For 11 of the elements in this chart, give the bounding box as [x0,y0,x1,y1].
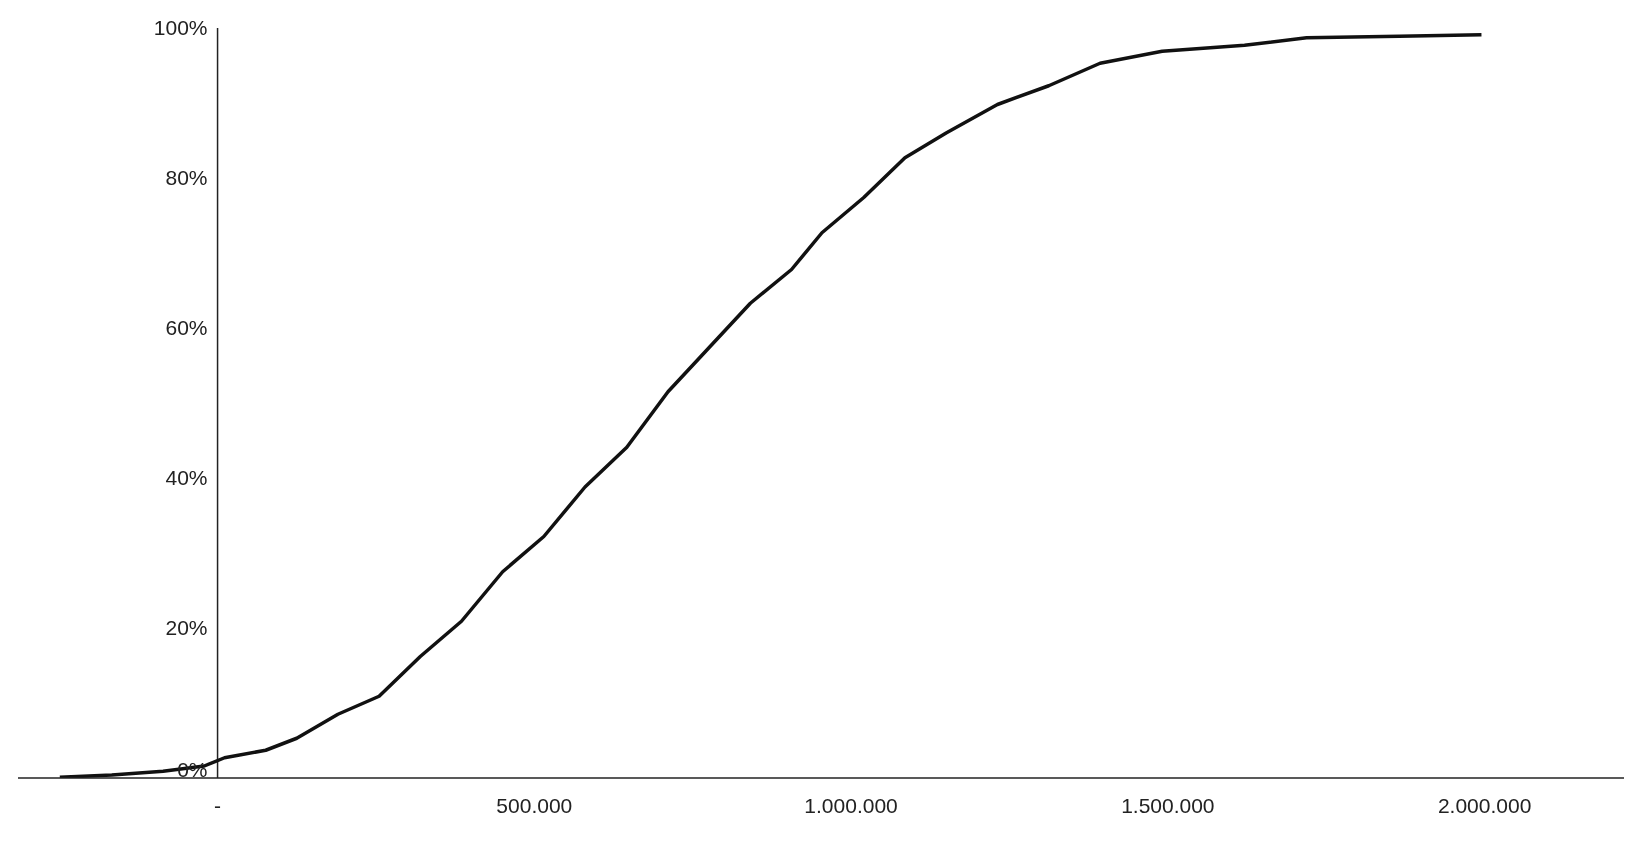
x-tick-label: 500.000 [496,793,573,817]
y-tick-label: 60% [164,316,208,340]
y-tick-label: 100% [152,16,208,40]
y-tick-label: 80% [164,166,208,190]
x-tick-label: - [214,793,222,817]
x-tick-label: 1.500.000 [1121,793,1215,817]
line-series [58,33,1484,778]
y-tick-label: 20% [164,616,208,640]
x-tick-label: 2.000.000 [1437,793,1532,817]
x-tick-label: 1.000.000 [804,793,898,817]
y-tick-label: 40% [164,466,208,490]
